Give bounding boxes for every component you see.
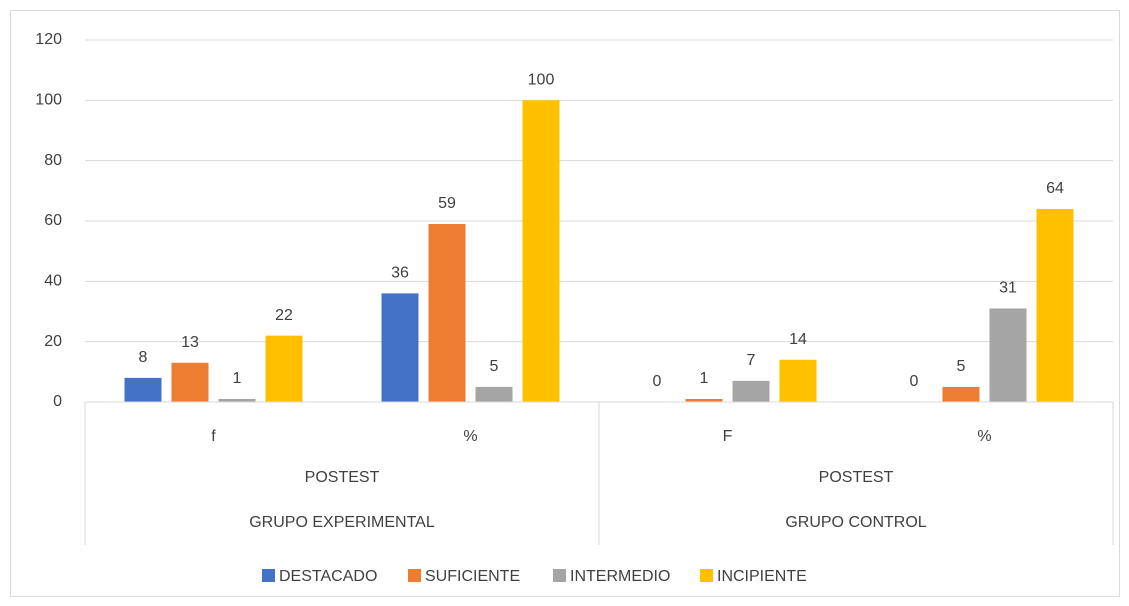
data-label: 1 (233, 370, 242, 387)
data-label: 22 (275, 307, 293, 324)
y-tick-label: 60 (44, 212, 62, 229)
bar (218, 398, 256, 402)
x-tick-label: % (463, 428, 477, 445)
legend-swatch (408, 569, 421, 582)
y-tick-label: 20 (44, 333, 62, 350)
bar (124, 377, 162, 402)
bar (732, 380, 770, 402)
data-label: 31 (999, 280, 1017, 297)
data-label: 8 (139, 349, 148, 366)
data-label: 14 (789, 331, 807, 348)
y-tick-label: 100 (35, 92, 62, 109)
x-group-label: GRUPO CONTROL (785, 514, 926, 531)
data-label: 5 (957, 358, 966, 375)
data-label: 59 (438, 195, 456, 212)
data-label: 0 (653, 373, 662, 390)
y-tick-label: 40 (44, 273, 62, 290)
bar (942, 386, 980, 402)
data-label: 64 (1046, 180, 1064, 197)
bar (779, 359, 817, 402)
data-label: 0 (910, 373, 919, 390)
data-label: 13 (181, 334, 199, 351)
bar (265, 335, 303, 402)
bar (381, 293, 419, 402)
bar (171, 362, 209, 402)
legend-label: INTERMEDIO (570, 568, 670, 585)
bar (475, 386, 513, 402)
x-group-label: POSTEST (305, 469, 380, 486)
legend-label: DESTACADO (279, 568, 377, 585)
legend-label: SUFICIENTE (425, 568, 520, 585)
chart-border (10, 10, 1120, 597)
y-tick-label: 120 (35, 31, 62, 48)
x-tick-label: % (977, 428, 991, 445)
x-group-label: POSTEST (819, 469, 894, 486)
legend-swatch (553, 569, 566, 582)
x-tick-label: f (211, 428, 216, 445)
data-label: 7 (747, 352, 756, 369)
bar (1036, 208, 1074, 402)
x-tick-label: F (723, 428, 733, 445)
x-group-label: GRUPO EXPERIMENTAL (249, 514, 435, 531)
y-tick-label: 0 (53, 393, 62, 410)
legend-label: INCIPIENTE (717, 568, 807, 585)
data-label: 36 (391, 265, 409, 282)
data-label: 100 (528, 72, 555, 89)
data-label: 1 (700, 370, 709, 387)
data-label: 5 (490, 358, 499, 375)
bar (522, 100, 560, 402)
y-tick-label: 80 (44, 152, 62, 169)
legend-swatch (262, 569, 275, 582)
bar (989, 308, 1027, 402)
bar (685, 398, 723, 402)
legend-swatch (700, 569, 713, 582)
bar (428, 224, 466, 402)
